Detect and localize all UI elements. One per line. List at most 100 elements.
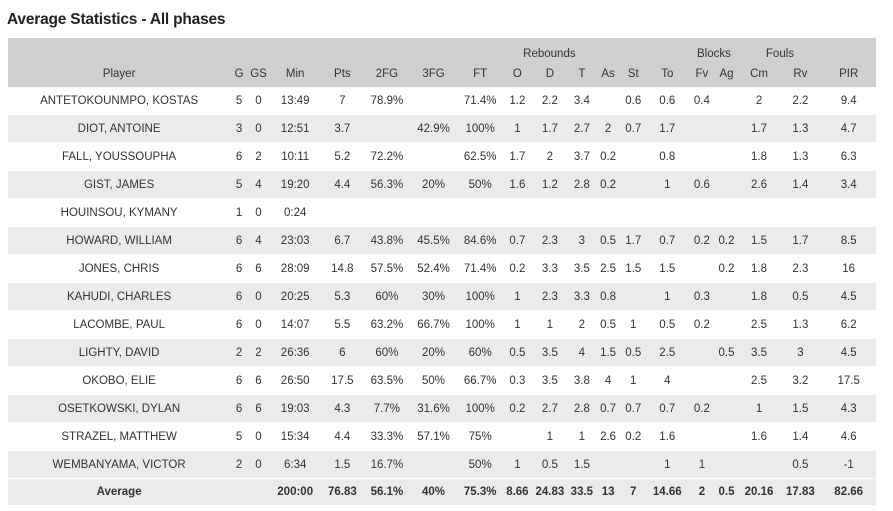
column-header-3fg[interactable]: 3FG <box>410 61 457 87</box>
stat-cell-g: 6 <box>230 366 249 395</box>
column-header-cm[interactable]: Cm <box>738 61 780 87</box>
stat-cell-rv: 1.3 <box>779 114 822 143</box>
player-name-cell[interactable]: WEMBANYAMA, VICTOR <box>8 450 231 479</box>
stat-cell-ag <box>714 310 739 339</box>
average-cell-as: 13 <box>594 478 622 505</box>
player-name-cell[interactable]: DIOT, ANTOINE <box>8 114 231 143</box>
column-header-2fg[interactable]: 2FG <box>363 61 411 87</box>
stat-cell-gs: 0 <box>248 114 269 143</box>
average-cell-gs <box>248 478 269 505</box>
stat-cell-fv <box>689 114 715 143</box>
player-name-cell[interactable]: GIST, JAMES <box>8 170 231 199</box>
stat-cell-ft: 71.4% <box>456 87 504 115</box>
stat-cell-ft: 50% <box>456 170 504 199</box>
stat-cell-cm: 3.5 <box>738 338 780 367</box>
column-header-pts[interactable]: Pts <box>321 61 364 87</box>
stat-cell-to: 0.8 <box>645 142 690 171</box>
stat-cell-pts: 17.5 <box>321 366 364 395</box>
table-body: ANTETOKOUNMPO, KOSTAS 5 0 13:49 7 78.9% 71.4% 1… <box>8 87 876 479</box>
stat-cell-2fg: 16.7% <box>363 450 411 479</box>
player-name-cell[interactable]: STRAZEL, MATTHEW <box>8 422 231 451</box>
stat-cell-pts <box>321 198 364 227</box>
stat-cell-rv: 1.3 <box>779 142 822 171</box>
fouls-group-header: Fouls <box>738 38 822 61</box>
stat-cell-g: 6 <box>230 254 249 283</box>
stat-cell-ag <box>714 422 739 451</box>
stat-cell-cm <box>738 198 780 227</box>
stat-cell-to: 1.5 <box>645 254 690 283</box>
column-header-pir[interactable]: PIR <box>821 61 876 87</box>
stat-cell-min: 10:11 <box>268 142 322 171</box>
stats-table: Rebounds Blocks Fouls Player G GS Min Pts 2FG… <box>8 38 876 505</box>
stat-cell-rv: 1.4 <box>779 170 822 199</box>
stat-cell-as: 0.5 <box>594 226 622 255</box>
average-cell-pts: 76.83 <box>321 478 364 505</box>
column-header-t[interactable]: T <box>568 61 595 87</box>
stat-cell-pts: 4.3 <box>321 394 364 423</box>
column-header-player[interactable]: Player <box>8 61 231 87</box>
stat-cell-t: 1.5 <box>568 450 595 479</box>
stat-cell-d: 3.5 <box>531 366 569 395</box>
stat-cell-fv <box>689 198 715 227</box>
column-header-d[interactable]: D <box>531 61 569 87</box>
stat-cell-cm: 1.8 <box>738 282 780 311</box>
stat-cell-st <box>621 282 646 311</box>
stat-cell-fv <box>689 338 715 367</box>
stat-cell-3fg: 20% <box>410 170 457 199</box>
average-cell-g <box>230 478 249 505</box>
average-cell-t: 33.5 <box>568 478 595 505</box>
stat-cell-rv: 1.5 <box>779 394 822 423</box>
player-name-cell[interactable]: OSETKOWSKI, DYLAN <box>8 394 231 423</box>
stat-cell-ag <box>714 198 739 227</box>
player-name-cell[interactable]: JONES, CHRIS <box>8 254 231 283</box>
stat-cell-to: 1.7 <box>645 114 690 143</box>
player-name-cell[interactable]: HOUINSOU, KYMANY <box>8 198 231 227</box>
column-header-gs[interactable]: GS <box>248 61 269 87</box>
player-name-cell[interactable]: HOWARD, WILLIAM <box>8 226 231 255</box>
column-header-to[interactable]: To <box>645 61 690 87</box>
average-cell-ag: 0.5 <box>714 478 739 505</box>
stat-cell-pir: 9.4 <box>821 87 876 115</box>
column-header-ft[interactable]: FT <box>456 61 504 87</box>
stat-cell-gs: 6 <box>248 366 269 395</box>
stat-cell-to: 0.6 <box>645 87 690 115</box>
stat-cell-d: 2.7 <box>531 394 569 423</box>
table-row: KAHUDI, CHARLES 6 0 20:25 5.3 60% 30% 100% 1 2.3 3… <box>8 282 876 311</box>
stat-cell-st <box>621 198 646 227</box>
stat-cell-fv: 1 <box>689 450 715 479</box>
player-name-cell[interactable]: FALL, YOUSSOUPHA <box>8 142 231 171</box>
column-header-min[interactable]: Min <box>268 61 322 87</box>
stat-cell-to: 0.5 <box>645 310 690 339</box>
column-header-rv[interactable]: Rv <box>779 61 822 87</box>
stat-cell-ag: 0.2 <box>714 254 739 283</box>
stat-cell-pir: 4.5 <box>821 282 876 311</box>
stat-cell-rv: 1.3 <box>779 310 822 339</box>
player-name-cell[interactable]: ANTETOKOUNMPO, KOSTAS <box>8 87 231 115</box>
column-header-st[interactable]: St <box>621 61 646 87</box>
column-header-ag[interactable]: Ag <box>714 61 739 87</box>
stat-cell-to: 1.6 <box>645 422 690 451</box>
table-row: STRAZEL, MATTHEW 5 0 15:34 4.4 33.3% 57.1% 75% 1… <box>8 422 876 451</box>
stat-cell-st <box>621 170 646 199</box>
player-name-cell[interactable]: KAHUDI, CHARLES <box>8 282 231 311</box>
stat-cell-fv <box>689 366 715 395</box>
stat-cell-fv: 0.3 <box>689 282 715 311</box>
column-header-g[interactable]: G <box>230 61 249 87</box>
column-header-as[interactable]: As <box>594 61 622 87</box>
stat-cell-rv: 1.7 <box>779 226 822 255</box>
column-header-o[interactable]: O <box>503 61 532 87</box>
player-name-cell[interactable]: LACOMBE, PAUL <box>8 310 231 339</box>
stat-cell-to: 1 <box>645 450 690 479</box>
stat-cell-st: 1 <box>621 366 646 395</box>
stat-cell-2fg: 60% <box>363 282 411 311</box>
stat-cell-g: 6 <box>230 310 249 339</box>
stat-cell-3fg <box>410 198 457 227</box>
player-name-cell[interactable]: LIGHTY, DAVID <box>8 338 231 367</box>
stat-cell-d: 0.5 <box>531 450 569 479</box>
stat-cell-2fg: 63.5% <box>363 366 411 395</box>
column-header-fv[interactable]: Fv <box>689 61 715 87</box>
stat-cell-min: 15:34 <box>268 422 322 451</box>
stat-cell-ag <box>714 114 739 143</box>
stat-cell-t: 4 <box>568 338 595 367</box>
player-name-cell[interactable]: OKOBO, ELIE <box>8 366 231 395</box>
